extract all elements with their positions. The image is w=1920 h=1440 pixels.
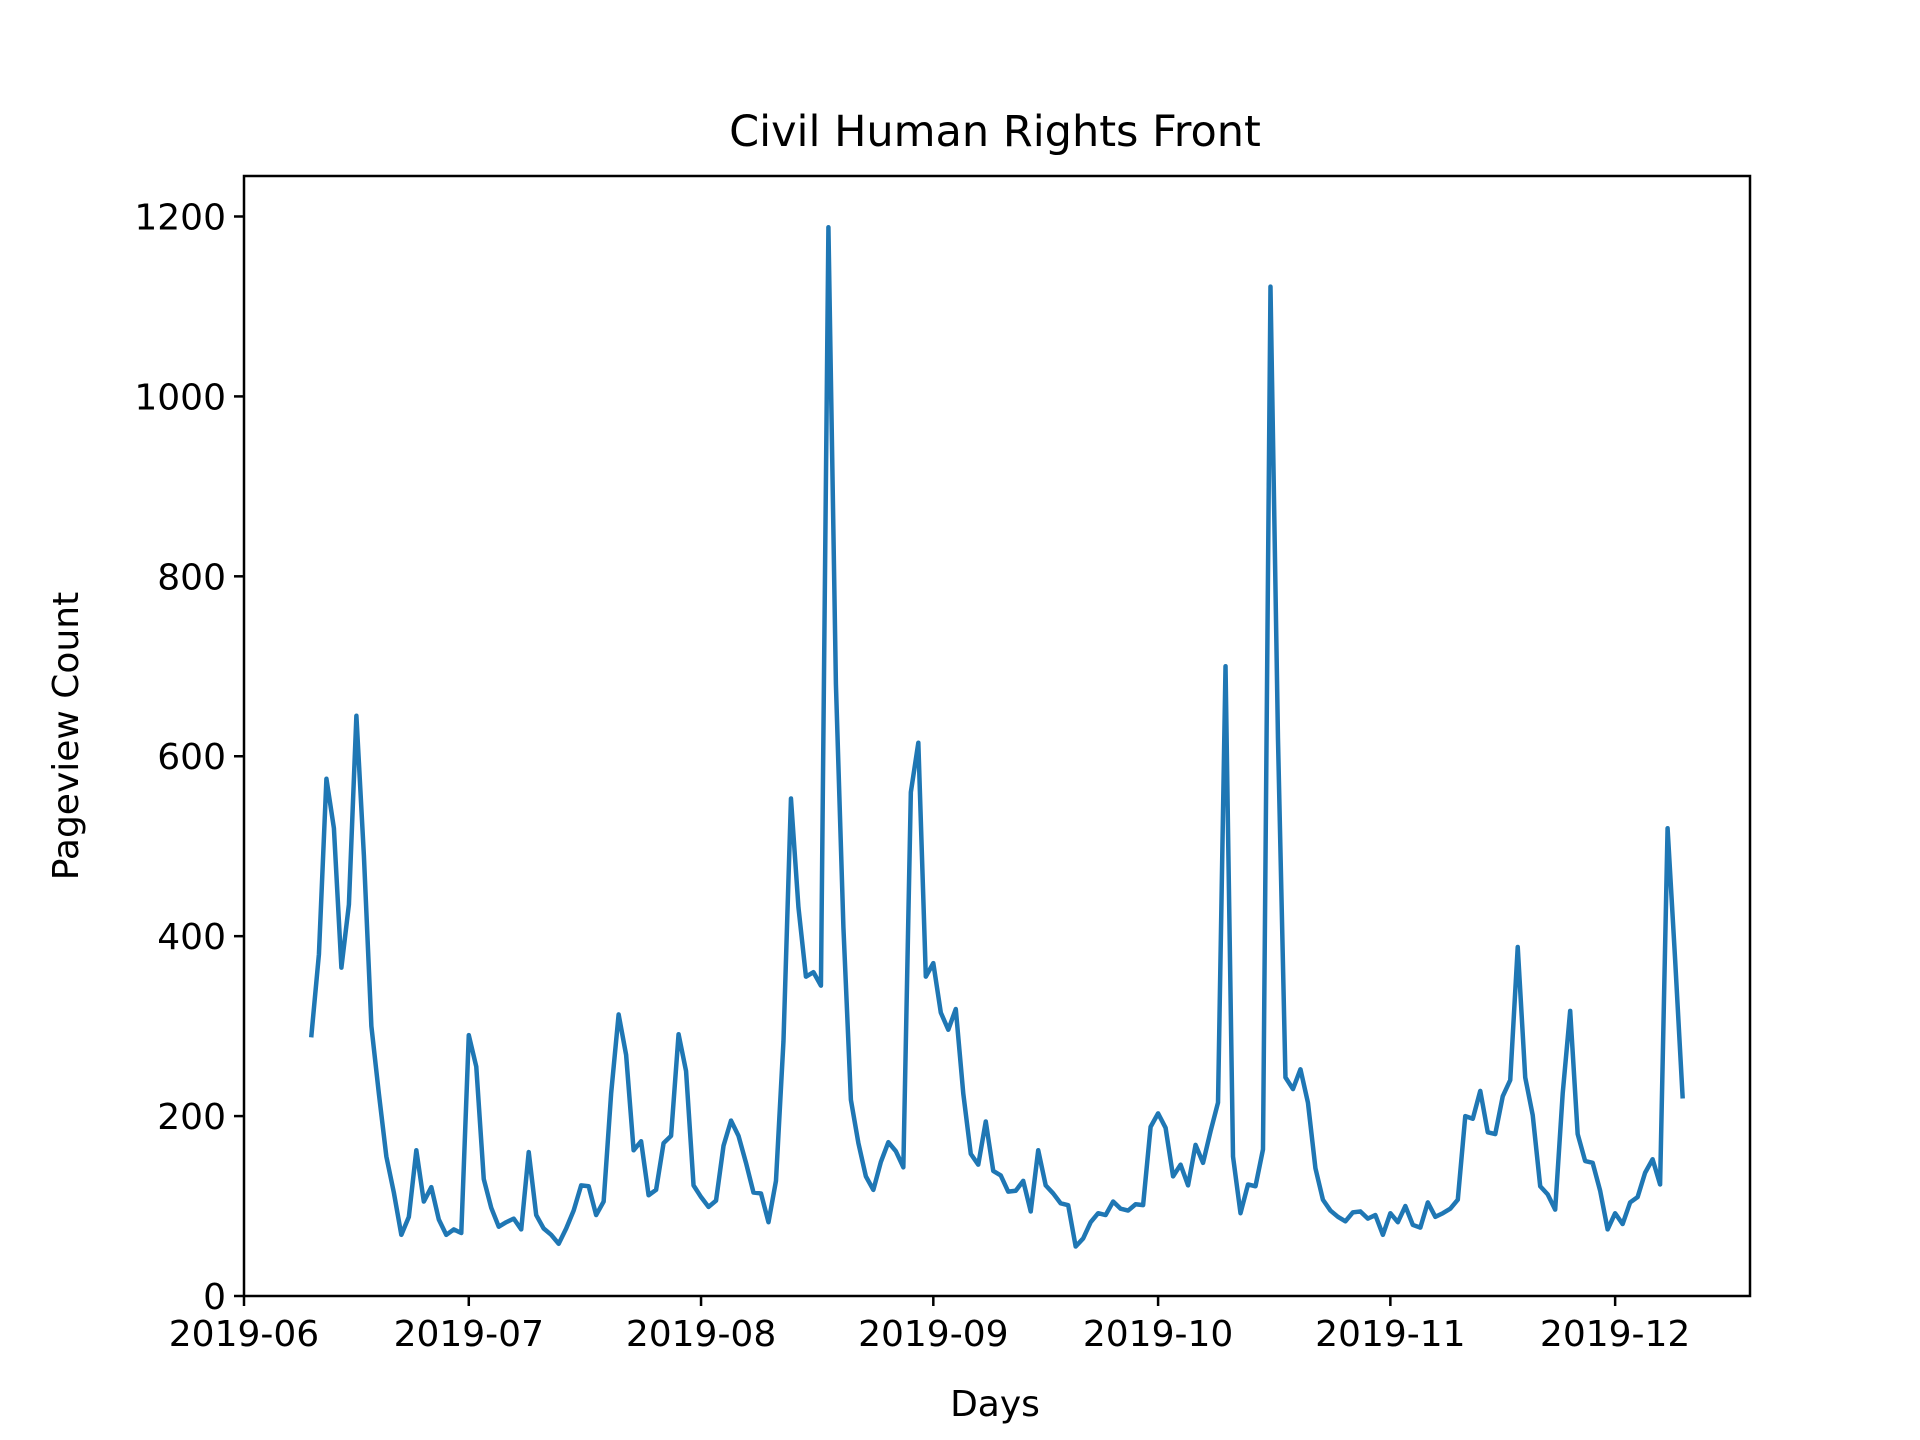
plot-frame — [242, 174, 1752, 1298]
y-tick-label: 600 — [157, 737, 226, 778]
y-tick-label: 1000 — [134, 377, 226, 418]
y-tick-label: 0 — [203, 1277, 226, 1318]
x-tick-label: 2019-12 — [1540, 1314, 1690, 1355]
x-tick-label: 2019-11 — [1315, 1314, 1465, 1355]
chart-title: Civil Human Rights Front — [729, 107, 1261, 157]
plot-area — [308, 225, 1685, 1249]
x-tick-label: 2019-07 — [394, 1314, 544, 1355]
data-series-line — [308, 225, 1685, 1249]
y-tick-label: 1200 — [134, 197, 226, 238]
x-axis: 2019-06 2019-07 2019-08 2019-09 2019-10 2019-… — [169, 1296, 1690, 1355]
y-axis-label: Pageview Count — [46, 592, 87, 880]
x-tick-label: 2019-09 — [858, 1314, 1008, 1355]
x-tick-label: 2019-06 — [169, 1314, 319, 1355]
x-tick-label: 2019-08 — [626, 1314, 776, 1355]
y-tick-label: 200 — [157, 1097, 226, 1138]
y-axis: 0 200 400 600 800 1000 1200 — [134, 197, 244, 1318]
y-tick-label: 800 — [157, 557, 226, 598]
x-tick-label: 2019-10 — [1083, 1314, 1233, 1355]
y-tick-label: 400 — [157, 917, 226, 958]
x-axis-label: Days — [950, 1384, 1040, 1425]
